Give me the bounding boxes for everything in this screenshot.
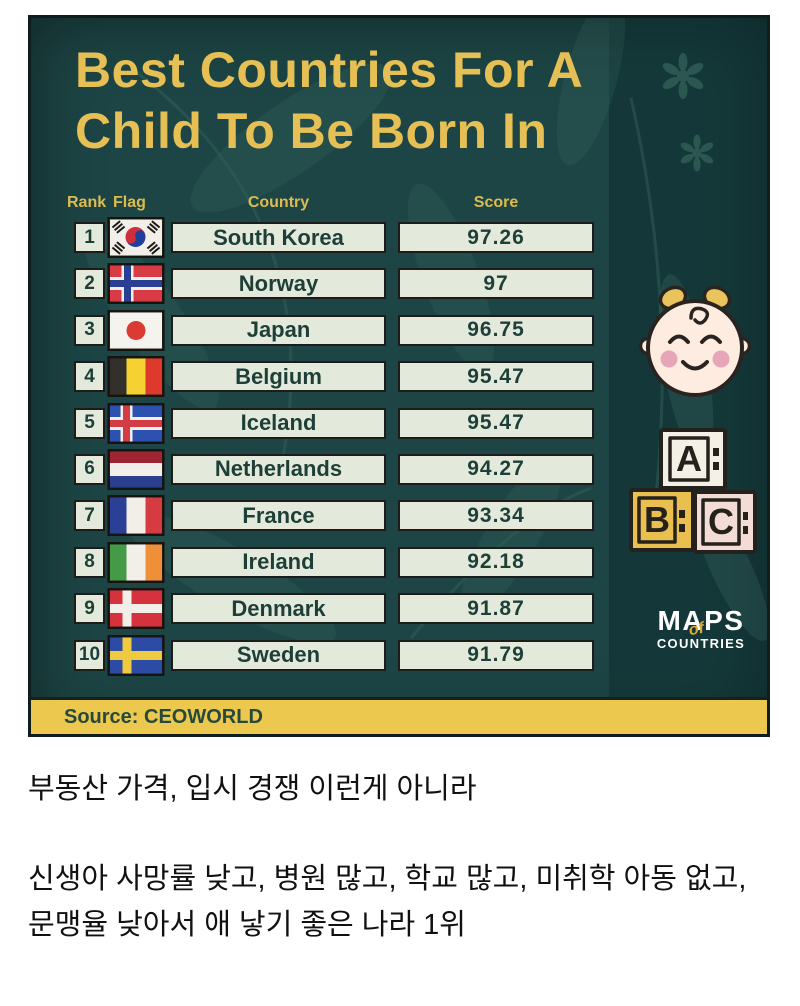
- table-row: 3 Japan 96.75: [31, 309, 631, 351]
- ranking-table: 1 South Korea 97.26: [31, 217, 631, 676]
- table-row: 8 Ireland 92.18: [31, 541, 631, 583]
- column-header-score: Score: [473, 194, 519, 211]
- table-row: 10 Sweden 91.79: [31, 634, 631, 676]
- maps-of-countries-logo: MAPS of COUNTRIES: [631, 605, 767, 652]
- logo-countries-text: COUNTRIES: [656, 636, 746, 651]
- france-flag-icon: [107, 495, 165, 537]
- rank-cell: 1: [74, 222, 105, 253]
- netherlands-flag-icon: [107, 448, 165, 490]
- score-cell: 94.27: [398, 453, 594, 485]
- caption-paragraph-1: 부동산 가격, 입시 경쟁 이런게 아니라: [28, 773, 477, 805]
- country-cell: France: [171, 500, 386, 532]
- country-cell: Iceland: [171, 407, 386, 439]
- score-cell: 91.87: [398, 593, 594, 625]
- score-cell: 92.18: [398, 546, 594, 578]
- poster-title-line1: Best Countries For A: [75, 42, 584, 98]
- table-row: 6 Netherlands 94.27: [31, 448, 631, 490]
- caption-paragraph-2-line2: 문맹율 낮아서 애 낳기 좋은 나라 1위: [28, 909, 466, 941]
- country-cell: Norway: [171, 268, 386, 300]
- caption-paragraph-2: 신생아 사망률 낮고, 병원 많고, 학교 많고, 미취학 아동 없고, 문맹율…: [28, 856, 776, 948]
- table-row: 5 Iceland 95.47: [31, 402, 631, 444]
- poster-title: Best Countries For A Child To Be Born In: [75, 40, 583, 162]
- country-cell: Netherlands: [171, 453, 386, 485]
- source-bar: Source: CEOWORLD: [31, 697, 767, 734]
- block-letter-a: A: [676, 438, 702, 479]
- score-cell: 91.79: [398, 639, 594, 671]
- country-cell: Belgium: [171, 361, 386, 393]
- column-header-flag: Flag: [113, 194, 146, 211]
- baby-face-icon: [639, 285, 751, 397]
- post-caption: 부동산 가격, 입시 경쟁 이런게 아니라 신생아 사망률 낮고, 병원 많고,…: [28, 766, 776, 948]
- norway-flag-icon: [107, 263, 165, 305]
- logo-of-text: of: [687, 619, 706, 640]
- caption-paragraph-2-line1: 신생아 사망률 낮고, 병원 많고, 학교 많고, 미취학 아동 없고,: [28, 863, 747, 895]
- table-row: 2 Norway 97: [31, 263, 631, 305]
- score-cell: 95.47: [398, 407, 594, 439]
- table-row: 7 France 93.34: [31, 495, 631, 537]
- rank-cell: 2: [74, 268, 105, 300]
- rank-cell: 4: [74, 361, 105, 393]
- table-row: 9 Denmark 91.87: [31, 588, 631, 630]
- poster-title-line2: Child To Be Born In: [75, 103, 548, 159]
- country-cell: Sweden: [171, 639, 386, 671]
- country-cell: Denmark: [171, 593, 386, 625]
- source-label: Source: CEOWORLD: [64, 705, 263, 728]
- belgium-flag-icon: [107, 356, 165, 398]
- japan-flag-icon: [107, 309, 165, 351]
- rank-cell: 8: [74, 546, 105, 578]
- score-cell: 96.75: [398, 314, 594, 346]
- ireland-flag-icon: [107, 541, 165, 583]
- rank-cell: 3: [74, 314, 105, 346]
- score-cell: 93.34: [398, 500, 594, 532]
- score-cell: 95.47: [398, 361, 594, 393]
- south-korea-flag-icon: [107, 217, 165, 258]
- rank-cell: 10: [74, 639, 105, 671]
- score-cell: 97: [398, 268, 594, 300]
- infographic-poster: Best Countries For A Child To Be Born In…: [28, 15, 770, 737]
- rank-cell: 5: [74, 407, 105, 439]
- abc-blocks-icon: A B C: [629, 428, 757, 554]
- table-row: 1 South Korea 97.26: [31, 217, 631, 258]
- sweden-flag-icon: [107, 634, 165, 676]
- denmark-flag-icon: [107, 588, 165, 630]
- iceland-flag-icon: [107, 402, 165, 444]
- rank-cell: 9: [74, 593, 105, 625]
- column-header-rank: Rank: [67, 194, 107, 211]
- column-header-country: Country: [247, 194, 310, 211]
- block-letter-b: B: [644, 499, 670, 540]
- rank-cell: 7: [74, 500, 105, 532]
- rank-cell: 6: [74, 453, 105, 485]
- country-cell: Japan: [171, 314, 386, 346]
- block-letter-c: C: [708, 501, 734, 542]
- table-row: 4 Belgium 95.47: [31, 356, 631, 398]
- score-cell: 97.26: [398, 222, 594, 253]
- country-cell: South Korea: [171, 222, 386, 253]
- logo-maps-text: MAPS: [657, 605, 745, 636]
- country-cell: Ireland: [171, 546, 386, 578]
